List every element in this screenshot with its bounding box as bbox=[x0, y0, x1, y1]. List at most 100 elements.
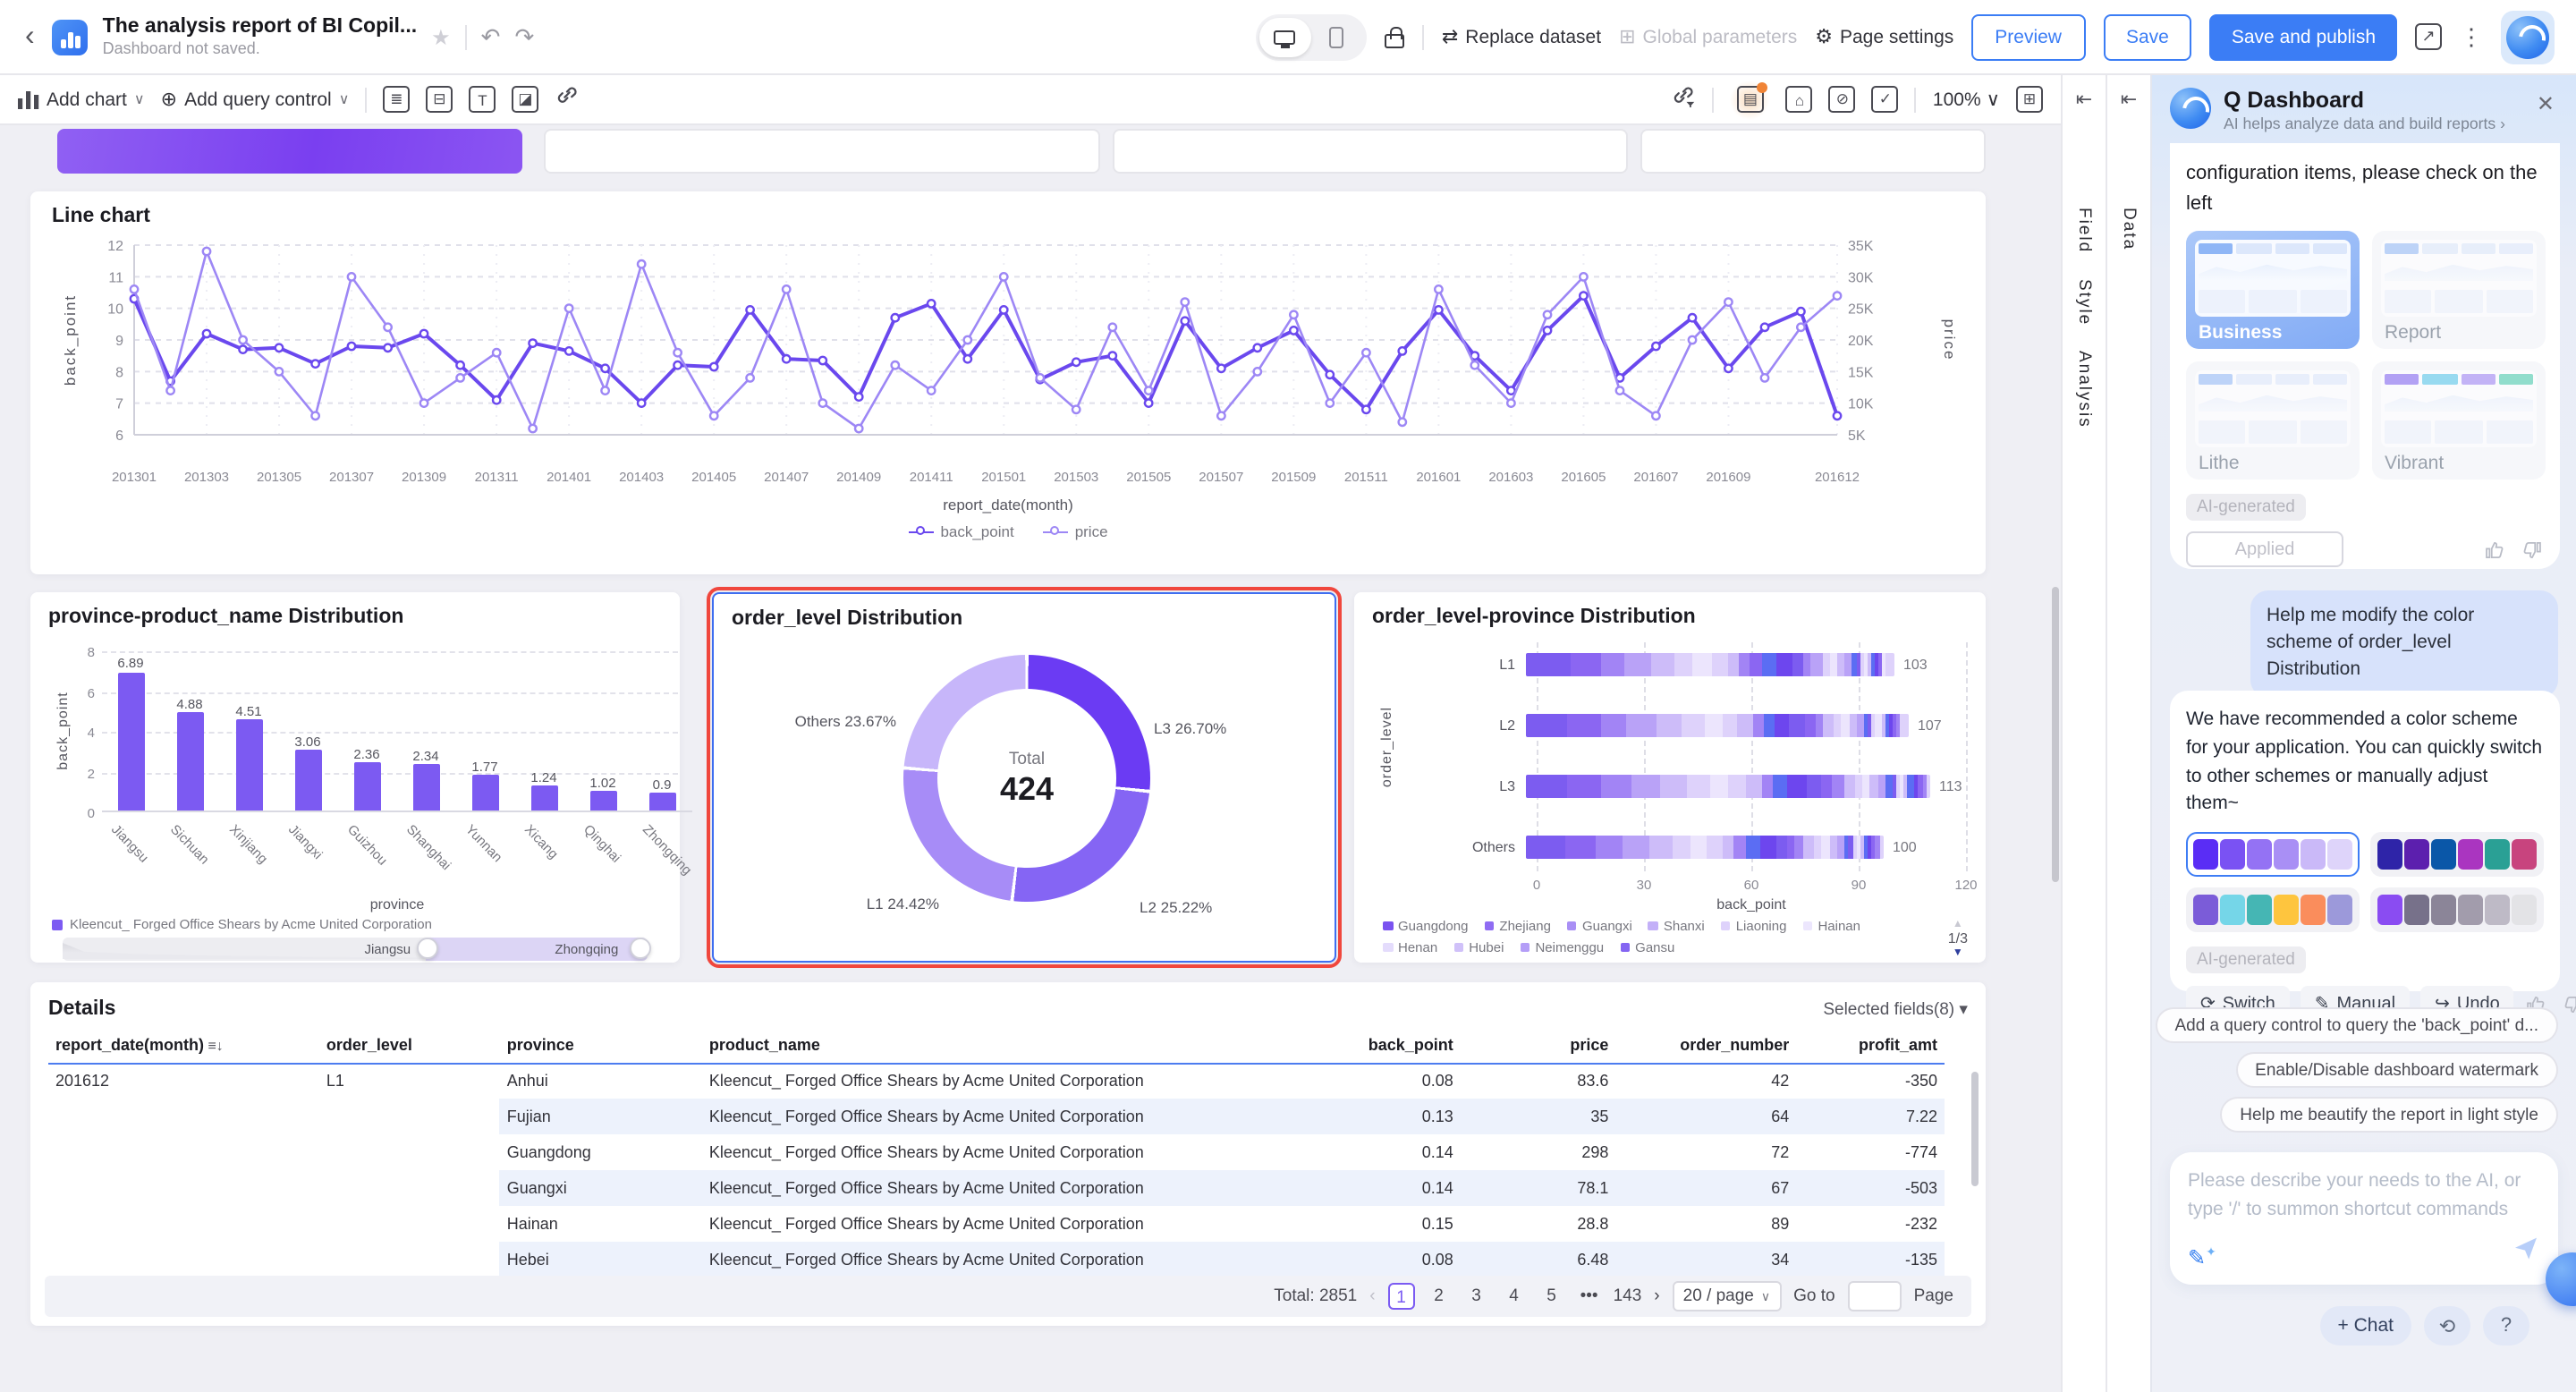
donut-ring[interactable]: Total 424 bbox=[903, 655, 1150, 902]
cutoff-kpi-widget[interactable] bbox=[57, 129, 522, 174]
stacked-bar-Others[interactable] bbox=[1526, 836, 1884, 859]
cutoff-widget[interactable] bbox=[1113, 129, 1628, 174]
legend-item-Guangxi[interactable]: Guangxi bbox=[1566, 918, 1632, 934]
collapse-panel-icon[interactable]: ⇤ bbox=[2075, 89, 2093, 111]
magic-pen-icon[interactable]: ✎✦ bbox=[2188, 1245, 2216, 1270]
stacked-bar-card[interactable]: order_level-province Distribution order_… bbox=[1354, 592, 1986, 963]
line-plot[interactable]: 6 7 8 9 10 11 12 5K 10K 15K 20K 25K 30K 35K back_point… bbox=[52, 234, 1964, 460]
bar-Qinghai[interactable] bbox=[590, 790, 617, 811]
bar-Yunnan[interactable] bbox=[472, 775, 499, 811]
zoom-level-select[interactable]: 100% ∨ bbox=[1932, 89, 2000, 110]
legend-item-price[interactable]: price bbox=[1042, 522, 1108, 540]
bar-Sichuan[interactable] bbox=[177, 712, 204, 811]
legend-page-down-icon[interactable]: ▼ bbox=[1952, 948, 1963, 959]
column-header-back_point[interactable]: back_point bbox=[1298, 1029, 1461, 1064]
bar-Jiangsu[interactable] bbox=[118, 672, 145, 811]
thumbs-up-icon[interactable] bbox=[2483, 538, 2506, 561]
slider-handle-right[interactable] bbox=[630, 938, 651, 959]
ai-panel-subtitle[interactable]: AI helps analyze data and build reports … bbox=[2224, 115, 2505, 132]
prev-page-icon[interactable]: ‹ bbox=[1369, 1286, 1376, 1306]
color-palette-4[interactable] bbox=[2370, 887, 2544, 932]
column-header-product_name[interactable]: product_name bbox=[701, 1029, 1299, 1064]
batch-select-icon[interactable]: ✓ bbox=[1871, 86, 1899, 113]
goto-page-input[interactable] bbox=[1847, 1281, 1902, 1311]
color-palette-1[interactable] bbox=[2186, 832, 2360, 877]
slice-label-L1[interactable]: L1 24.42% bbox=[866, 895, 939, 912]
column-header-order_number[interactable]: order_number bbox=[1615, 1029, 1797, 1064]
column-header-price[interactable]: price bbox=[1460, 1029, 1616, 1064]
bar-Xinjiang[interactable] bbox=[236, 719, 263, 811]
bar-Jiangxi[interactable] bbox=[295, 749, 322, 811]
link-widget-icon[interactable] bbox=[555, 82, 580, 116]
legend-item-Henan[interactable]: Henan bbox=[1383, 939, 1437, 955]
data-zoom-slider[interactable]: Jiangsu Zhongqing bbox=[63, 938, 651, 961]
legend-item-Shanxi[interactable]: Shanxi bbox=[1648, 918, 1705, 934]
tab-field[interactable]: Field bbox=[2074, 208, 2094, 254]
add-query-control-button[interactable]: ⊕ Add query control ∨ bbox=[160, 89, 350, 111]
legend-item-Zhejiang[interactable]: Zhejiang bbox=[1484, 918, 1551, 934]
tab-analysis[interactable]: Analysis bbox=[2074, 350, 2094, 429]
slice-label-L2[interactable]: L2 25.22% bbox=[1140, 898, 1213, 916]
details-table-card[interactable]: Details Selected fields(8) ▾ report_date… bbox=[30, 982, 1986, 1326]
selected-fields-dropdown[interactable]: Selected fields(8) ▾ bbox=[1823, 999, 1968, 1019]
slice-label-Others[interactable]: Others 23.67% bbox=[794, 712, 896, 730]
close-icon[interactable]: ✕ bbox=[2536, 91, 2555, 116]
color-palette-3[interactable] bbox=[2186, 887, 2360, 932]
text-widget-icon[interactable]: T bbox=[469, 86, 496, 113]
bar-Guizhou[interactable] bbox=[354, 762, 381, 811]
tab-container-icon[interactable]: ⊟ bbox=[426, 86, 453, 113]
more-menu-icon[interactable]: ⋮ bbox=[2460, 22, 2483, 49]
page-number-4[interactable]: 4 bbox=[1509, 1286, 1519, 1306]
template-card-vibrant[interactable]: Vibrant bbox=[2372, 361, 2546, 480]
page-number-3[interactable]: 3 bbox=[1471, 1286, 1481, 1306]
page-number-1[interactable]: 1 bbox=[1387, 1283, 1415, 1310]
legend-item-Guangdong[interactable]: Guangdong bbox=[1383, 918, 1468, 934]
new-chat-button[interactable]: + Chat bbox=[2319, 1306, 2411, 1345]
undo-icon[interactable]: ↶ bbox=[480, 23, 501, 50]
applied-button[interactable]: Applied bbox=[2186, 531, 2343, 567]
column-header-report_date(month)[interactable]: report_date(month) ≡↓ bbox=[48, 1029, 319, 1064]
desktop-view-toggle[interactable] bbox=[1258, 17, 1311, 56]
hide-preview-icon[interactable]: ⊘ bbox=[1828, 86, 1856, 113]
legend-item-Gansu[interactable]: Gansu bbox=[1620, 939, 1674, 955]
page-size-select[interactable]: 20 / page ∨ bbox=[1672, 1281, 1782, 1311]
page-number-143[interactable]: 143 bbox=[1613, 1286, 1642, 1306]
image-widget-icon[interactable]: ◪ bbox=[512, 86, 539, 113]
suggestion-chip[interactable]: Help me beautify the report in light sty… bbox=[2220, 1097, 2558, 1133]
legend-item-Neimenggu[interactable]: Neimenggu bbox=[1520, 939, 1604, 955]
legend-page-up-icon[interactable]: ▲ bbox=[1952, 920, 1963, 930]
collapse-panel-icon[interactable]: ⇤ bbox=[2120, 89, 2138, 111]
cutoff-widget[interactable] bbox=[1640, 129, 1986, 174]
column-header-province[interactable]: province bbox=[499, 1029, 702, 1064]
legend-item-Hainan[interactable]: Hainan bbox=[1802, 918, 1860, 934]
stacked-bar-L3[interactable] bbox=[1526, 775, 1930, 798]
save-and-publish-button[interactable]: Save and publish bbox=[2209, 13, 2397, 60]
legend-item-Liaoning[interactable]: Liaoning bbox=[1720, 918, 1786, 934]
back-icon[interactable]: ‹ bbox=[25, 21, 35, 51]
sort-icon[interactable]: ≡↓ bbox=[204, 1038, 224, 1055]
table-scrollbar[interactable] bbox=[1971, 1072, 1979, 1186]
column-header-profit_amt[interactable]: profit_amt bbox=[1796, 1029, 1945, 1064]
theme-clipboard-button[interactable]: ▤ bbox=[1726, 76, 1774, 123]
page-number-2[interactable]: 2 bbox=[1434, 1286, 1444, 1306]
table-row[interactable]: Fujian Kleencut_ Forged Office Shears by … bbox=[48, 1099, 1945, 1134]
global-parameters-button[interactable]: ⊞ Global parameters bbox=[1619, 26, 1798, 48]
tab-data[interactable]: Data bbox=[2119, 208, 2139, 251]
legend-item-back_point[interactable]: back_point bbox=[908, 522, 1014, 540]
mobile-view-toggle[interactable] bbox=[1311, 17, 1363, 56]
suggestion-chip[interactable]: Enable/Disable dashboard watermark bbox=[2235, 1052, 2558, 1088]
widget-icon[interactable]: ≣ bbox=[383, 86, 411, 113]
cutoff-widget[interactable] bbox=[544, 129, 1100, 174]
redo-icon[interactable]: ↷ bbox=[514, 23, 535, 50]
template-card-business[interactable]: Business bbox=[2186, 231, 2360, 349]
lock-icon[interactable] bbox=[1384, 27, 1404, 48]
slider-selected-range[interactable] bbox=[425, 938, 648, 961]
suggestion-chip[interactable]: Add a query control to query the 'back_p… bbox=[2155, 1007, 2558, 1043]
bar-Xicang[interactable] bbox=[531, 785, 558, 811]
add-chart-button[interactable]: Add chart ∨ bbox=[18, 89, 145, 110]
open-in-new-icon[interactable]: ↗ bbox=[2415, 23, 2442, 50]
scrollbar-thumb[interactable] bbox=[2052, 587, 2059, 882]
thumbs-down-icon[interactable] bbox=[2563, 992, 2576, 1015]
thumbs-down-icon[interactable] bbox=[2521, 538, 2544, 561]
table-row[interactable]: 201612 L1 Anhui Kleencut_ Forged Office She… bbox=[48, 1063, 1945, 1099]
